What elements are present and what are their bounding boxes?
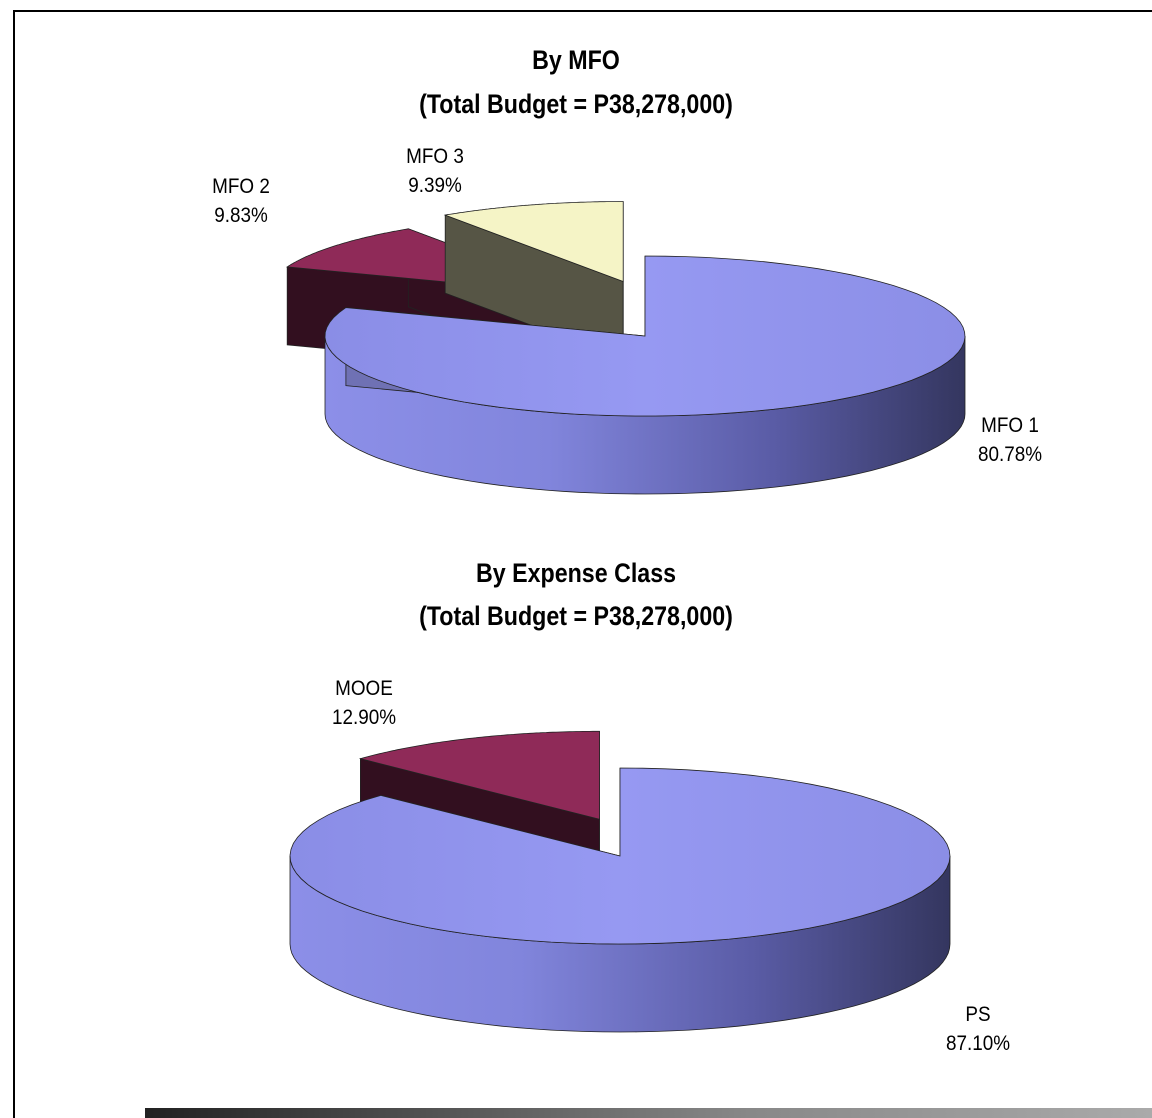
label-mfo2-name: MFO 2 [212,175,270,198]
slice-mfo-1-top [324,255,966,417]
chart1-subtitle: (Total Budget = P38,278,000) [419,89,733,119]
label-mfo2-value: 9.83% [214,204,268,227]
label-mfo1-value: 80.78% [977,443,1043,466]
label-mfo3: MFO 3 9.39% [395,142,476,200]
slice-ps-top [289,767,951,945]
pie-chart-expense-class [289,730,951,1033]
label-mfo3-value: 9.39% [408,174,462,197]
slice-mfo-3 [443,201,624,361]
label-mooe-value: 12.90% [331,706,397,729]
slice-mfo-3-top [443,201,624,283]
chart2-subtitle: (Total Budget = P38,278,000) [419,601,733,631]
label-ps-value: 87.10% [945,1032,1011,1055]
label-ps: PS 87.10% [933,1000,1023,1058]
slice-mfo-1 [324,255,966,495]
slice-ps [289,767,951,1033]
chart-frame [13,10,1152,1118]
label-mfo1: MFO 1 80.78% [965,411,1055,469]
pie-chart-mfo [286,201,966,495]
label-mooe: MOOE 12.90% [319,674,409,732]
chart1-title: By MFO [532,45,620,75]
label-mooe-name: MOOE [335,677,393,700]
label-mfo1-name: MFO 1 [981,414,1039,437]
bottom-edge-bar [145,1108,1152,1118]
label-mfo2: MFO 2 9.83% [201,172,282,230]
label-ps-name: PS [965,1003,991,1026]
chart2-title: By Expense Class [475,558,677,588]
slice-mooe-top [358,730,600,820]
label-mfo3-name: MFO 3 [406,145,464,168]
